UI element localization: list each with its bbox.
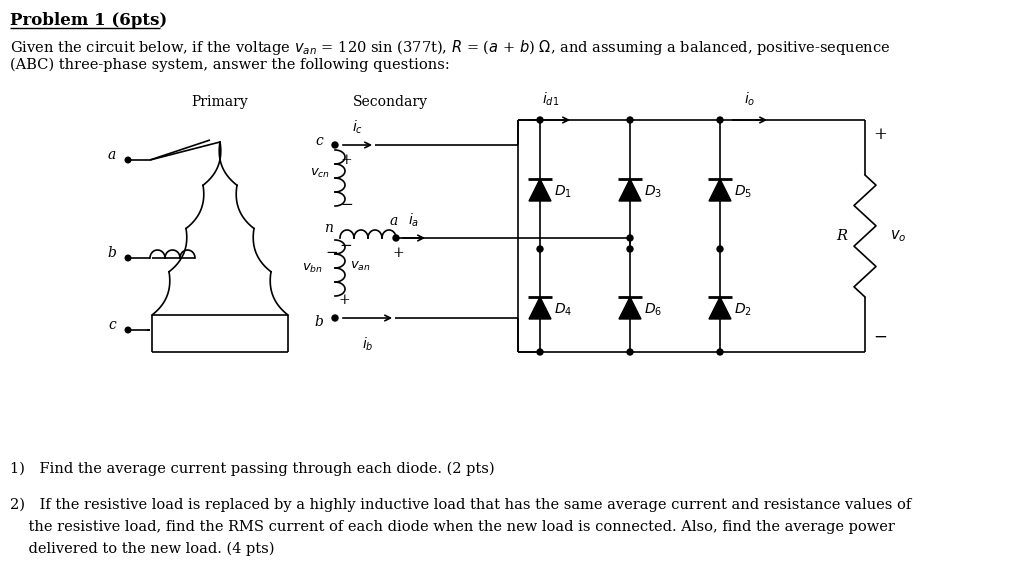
Text: Primary: Primary — [191, 95, 249, 109]
Circle shape — [125, 157, 131, 163]
Text: (ABC) three-phase system, answer the following questions:: (ABC) three-phase system, answer the fol… — [10, 58, 450, 72]
Circle shape — [627, 117, 633, 123]
Circle shape — [393, 235, 399, 241]
Text: −: − — [873, 329, 887, 346]
Polygon shape — [618, 297, 641, 319]
Text: c: c — [315, 134, 323, 148]
Circle shape — [332, 142, 338, 148]
Polygon shape — [618, 179, 641, 201]
Text: $D_3$: $D_3$ — [644, 184, 663, 200]
Text: c: c — [109, 318, 116, 332]
Circle shape — [717, 117, 723, 123]
Polygon shape — [529, 179, 551, 201]
Text: +: + — [392, 246, 403, 260]
Circle shape — [125, 327, 131, 333]
Text: +: + — [873, 126, 887, 143]
Circle shape — [627, 246, 633, 252]
Text: Secondary: Secondary — [352, 95, 427, 109]
Polygon shape — [529, 297, 551, 319]
Circle shape — [537, 349, 543, 355]
Text: $i_a$: $i_a$ — [409, 212, 420, 229]
Circle shape — [332, 315, 338, 321]
Text: $i_b$: $i_b$ — [361, 336, 374, 353]
Text: $i_o$: $i_o$ — [744, 90, 756, 108]
Text: the resistive load, find the RMS current of each diode when the new load is conn: the resistive load, find the RMS current… — [10, 520, 895, 534]
Text: +: + — [339, 293, 350, 307]
Polygon shape — [709, 297, 731, 319]
Text: a: a — [390, 214, 398, 228]
Circle shape — [537, 246, 543, 252]
Circle shape — [717, 246, 723, 252]
Text: +: + — [340, 153, 351, 167]
Text: $D_6$: $D_6$ — [644, 302, 663, 318]
Text: −: − — [340, 198, 352, 212]
Text: Problem 1 (6pts): Problem 1 (6pts) — [10, 12, 167, 29]
Polygon shape — [709, 179, 731, 201]
Text: b: b — [314, 315, 323, 329]
Text: $D_2$: $D_2$ — [734, 302, 752, 318]
Text: $v_{an}$: $v_{an}$ — [349, 260, 371, 273]
Text: $i_{d1}$: $i_{d1}$ — [542, 90, 559, 108]
Circle shape — [717, 349, 723, 355]
Circle shape — [537, 117, 543, 123]
Text: $v_{cn}$: $v_{cn}$ — [310, 166, 330, 180]
Text: b: b — [108, 246, 116, 260]
Text: 2) If the resistive load is replaced by a highly inductive load that has the sam: 2) If the resistive load is replaced by … — [10, 498, 911, 512]
Circle shape — [627, 235, 633, 241]
Text: a: a — [108, 148, 116, 162]
Text: Given the circuit below, if the voltage $v_{an}$ = 120 sin (377t), $R$ = ($a$ + : Given the circuit below, if the voltage … — [10, 38, 890, 57]
Text: delivered to the new load. (4 pts): delivered to the new load. (4 pts) — [10, 542, 274, 556]
Text: $D_1$: $D_1$ — [554, 184, 572, 200]
Circle shape — [125, 255, 131, 261]
Circle shape — [627, 349, 633, 355]
Text: R: R — [836, 229, 847, 243]
Text: $D_4$: $D_4$ — [554, 302, 572, 318]
Text: n: n — [325, 221, 333, 235]
Text: −: − — [339, 239, 352, 253]
Text: $i_c$: $i_c$ — [352, 118, 364, 136]
Text: −: − — [326, 246, 338, 260]
Text: 1) Find the average current passing through each diode. (2 pts): 1) Find the average current passing thro… — [10, 462, 495, 476]
Text: $v_o$: $v_o$ — [890, 228, 906, 244]
Text: $v_{bn}$: $v_{bn}$ — [302, 262, 323, 274]
Text: $D_5$: $D_5$ — [734, 184, 752, 200]
